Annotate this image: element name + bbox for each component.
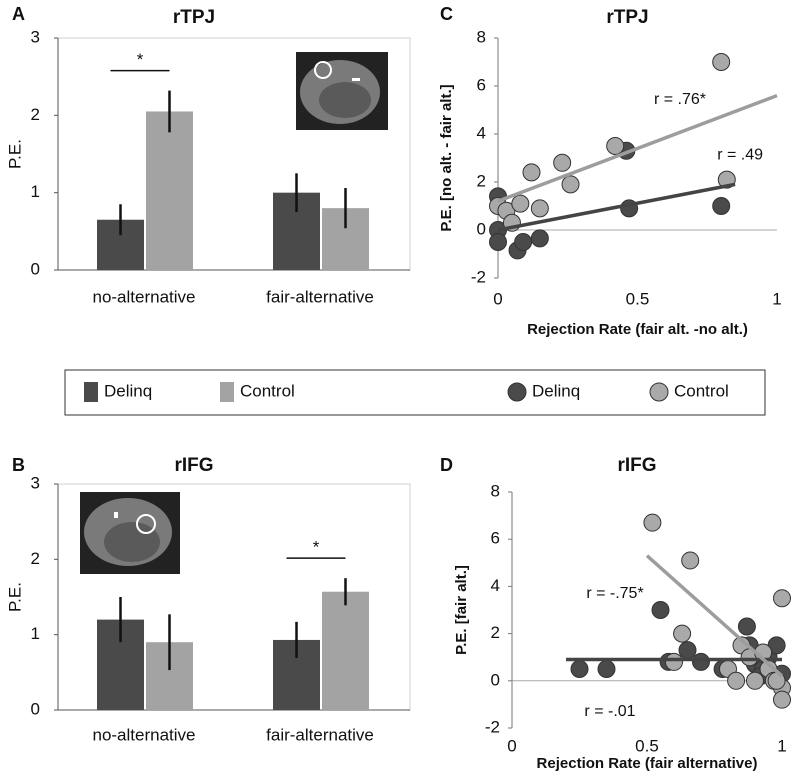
point — [530, 229, 549, 248]
panel-label: B — [12, 455, 25, 475]
y-tick-label: 0 — [477, 219, 486, 238]
point — [643, 513, 662, 532]
point — [597, 660, 616, 678]
y-tick-label: 8 — [491, 481, 500, 500]
x-tick-label: 0 — [493, 289, 502, 308]
bar — [322, 591, 369, 710]
y-tick-label: 6 — [477, 75, 486, 94]
point — [553, 153, 572, 172]
y-tick-label: 2 — [31, 549, 40, 568]
x-tick-label: 0.5 — [635, 736, 659, 755]
y-tick-label: 2 — [31, 105, 40, 124]
brain-image — [80, 492, 180, 574]
fit-label: r = .49 — [717, 147, 763, 164]
significance-marker: * — [313, 538, 320, 557]
x-axis-label: Rejection Rate (fair alternative) — [537, 755, 758, 772]
fit-label: r = .76* — [654, 91, 706, 108]
point — [489, 233, 507, 251]
y-axis-label: P.E. — [5, 139, 24, 169]
point — [773, 589, 791, 608]
chart-title: rIFG — [174, 455, 213, 476]
point — [511, 194, 530, 213]
point — [773, 690, 791, 709]
point — [606, 137, 625, 155]
chart-title: rTPJ — [606, 7, 648, 28]
chart-title: rIFG — [617, 455, 656, 476]
point — [570, 660, 589, 678]
x-tick-label: 1 — [772, 289, 781, 308]
legend-label: Control — [240, 381, 295, 400]
panel-label: A — [12, 4, 25, 24]
fit-label: r = -.01 — [584, 703, 635, 720]
x-tick-label: no-alternative — [92, 725, 195, 744]
x-axis-label: Rejection Rate (fair alt. -no alt.) — [527, 321, 748, 338]
panel-label: D — [440, 455, 453, 475]
point — [746, 671, 764, 690]
legend-swatch — [84, 382, 98, 402]
y-tick-label: 0 — [491, 670, 500, 689]
y-tick-label: 4 — [491, 576, 500, 595]
legend-label: Control — [674, 381, 729, 400]
y-tick-label: 2 — [491, 623, 500, 642]
y-axis-label: P.E. [fair alt.] — [453, 565, 470, 655]
chart-title: rTPJ — [173, 7, 215, 28]
point — [681, 551, 700, 570]
x-tick-label: fair-alternative — [266, 287, 374, 306]
legend-label: Delinq — [532, 381, 580, 400]
point — [727, 671, 746, 690]
point — [678, 641, 697, 660]
x-tick-label: 0 — [507, 736, 516, 755]
legend-box — [64, 369, 766, 416]
brain-image — [296, 52, 388, 130]
bar — [146, 111, 193, 270]
x-tick-label: 0.5 — [626, 289, 650, 308]
y-tick-label: -2 — [471, 267, 486, 286]
legend-swatch — [220, 382, 234, 402]
point — [665, 652, 683, 671]
legend-marker — [649, 382, 669, 402]
legend-marker — [507, 382, 527, 402]
y-tick-label: -2 — [485, 717, 500, 736]
x-tick-label: fair-alternative — [266, 725, 374, 744]
point — [673, 624, 692, 643]
y-tick-label: 0 — [31, 259, 40, 278]
point — [692, 652, 710, 671]
fit-line — [497, 182, 736, 232]
point — [561, 175, 580, 194]
fit-line — [497, 93, 778, 203]
y-axis-label: P.E. — [5, 582, 24, 612]
point — [737, 617, 756, 636]
legend-label: Delinq — [104, 381, 152, 400]
y-tick-label: 3 — [31, 473, 40, 492]
fit-label: r = -.75* — [586, 585, 643, 602]
y-tick-label: 0 — [31, 699, 40, 718]
point — [712, 197, 731, 215]
y-tick-label: 4 — [477, 123, 486, 142]
x-tick-label: 1 — [777, 736, 786, 755]
point — [514, 233, 533, 251]
y-tick-label: 1 — [31, 182, 40, 201]
x-tick-label: no-alternative — [92, 287, 195, 306]
y-tick-label: 6 — [491, 529, 500, 548]
y-tick-label: 3 — [31, 27, 40, 46]
y-tick-label: 8 — [477, 27, 486, 46]
point — [522, 163, 541, 182]
y-axis-label: P.E. [no alt. - fair alt.] — [438, 84, 455, 231]
y-tick-label: 2 — [477, 171, 486, 190]
y-tick-label: 1 — [31, 624, 40, 643]
fit-line — [645, 554, 784, 678]
point — [712, 53, 731, 71]
point — [651, 601, 670, 619]
point — [530, 199, 549, 218]
significance-marker: * — [137, 50, 144, 69]
panel-label: C — [440, 4, 453, 24]
